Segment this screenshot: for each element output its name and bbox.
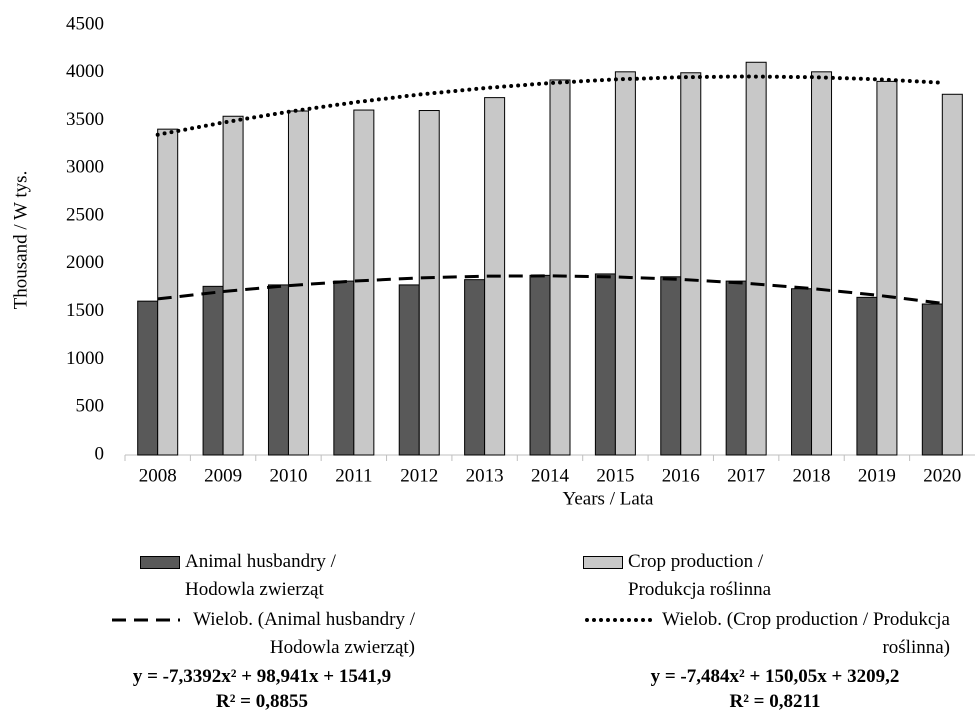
bar [811, 71, 833, 456]
y-tick-label: 2500 [66, 204, 104, 225]
x-tick-label: 2013 [466, 465, 504, 486]
legend-swatch [585, 618, 657, 622]
bar [876, 80, 898, 456]
x-tick-label: 2017 [727, 465, 765, 486]
x-tick-label: 2008 [139, 465, 177, 486]
bar [549, 79, 571, 456]
x-tick-label: 2019 [858, 465, 896, 486]
x-tick-label: 2010 [269, 465, 307, 486]
trend-equation: y = -7,3392x² + 98,941x + 1541,9 [132, 666, 392, 687]
y-tick-label: 0 [95, 443, 105, 464]
bar [202, 285, 224, 456]
bar [680, 72, 702, 456]
y-tick-label: 2000 [66, 252, 104, 273]
bar [267, 284, 289, 456]
bar [353, 109, 375, 456]
bar [921, 303, 943, 456]
bar [614, 71, 636, 456]
bar [594, 273, 616, 456]
legend-swatch [140, 556, 180, 569]
x-tick-label: 2011 [335, 465, 372, 486]
y-tick-label: 3500 [66, 109, 104, 130]
legend-item: Animal husbandry / Hodowla zwierząt [140, 548, 520, 606]
bar [398, 284, 420, 456]
x-tick-label: 2016 [662, 465, 700, 486]
bar [137, 300, 159, 456]
bar [941, 93, 963, 456]
bar [745, 61, 767, 456]
y-tick-label: 1000 [66, 348, 104, 369]
bar [287, 110, 309, 456]
y-tick-label: 4500 [66, 13, 104, 34]
bar [464, 279, 486, 456]
trend-equation: y = -7,484x² + 150,05x + 3209,2 [650, 666, 900, 687]
y-tick-label: 4000 [66, 61, 104, 82]
x-tick-label: 2020 [923, 465, 961, 486]
trend-equation: R² = 0,8855 [216, 691, 308, 712]
legend-label: Wielob. (Animal husbandry / Hodowla zwie… [193, 609, 415, 658]
trend-line [155, 74, 945, 137]
legend-label: Wielob. (Crop production / Produkcja roś… [662, 609, 950, 658]
x-axis-label: Years / Lata [563, 488, 655, 509]
bar [157, 128, 179, 456]
y-tick-label: 1500 [66, 300, 104, 321]
legend-item: Crop production / Produkcja roślinna [583, 548, 963, 606]
x-tick-label: 2015 [596, 465, 634, 486]
legend-label: Animal husbandry / Hodowla zwierząt [185, 551, 336, 600]
legend-item: Wielob. (Animal husbandry / Hodowla zwie… [108, 606, 488, 664]
bar [725, 280, 747, 456]
bar [222, 115, 244, 456]
bar [529, 274, 551, 456]
legend-label: Crop production / Produkcja roślinna [628, 551, 772, 600]
bar [791, 288, 813, 456]
bar [660, 276, 682, 456]
legend-item: Wielob. (Crop production / Produkcja roś… [583, 606, 963, 664]
x-tick-label: 2012 [400, 465, 438, 486]
bar [856, 296, 878, 456]
y-axis-label: Thousand / W tys. [10, 171, 31, 310]
legend-swatch [112, 618, 180, 622]
y-tick-label: 3000 [66, 157, 104, 178]
bar [418, 110, 440, 456]
y-tick-label: 500 [76, 396, 105, 417]
x-tick-label: 2009 [204, 465, 242, 486]
trend-equation: R² = 0,8211 [729, 691, 821, 712]
legend-swatch [583, 556, 623, 569]
bar [333, 280, 355, 456]
x-tick-label: 2014 [531, 465, 570, 486]
x-tick-label: 2018 [793, 465, 831, 486]
